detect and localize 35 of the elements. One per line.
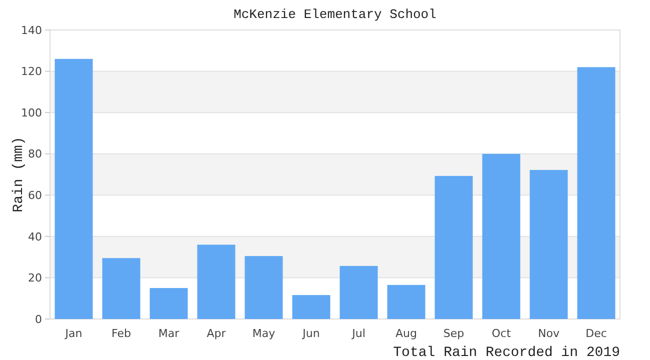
x-tick-label: Apr	[206, 327, 226, 340]
x-tick-label: Oct	[492, 327, 512, 340]
x-tick-label: Feb	[112, 327, 131, 340]
y-tick-label: 40	[28, 230, 42, 244]
bar	[244, 256, 283, 319]
bar	[292, 295, 330, 319]
x-tick-label: May	[252, 327, 276, 340]
bar	[387, 284, 426, 319]
x-tick-label: Dec	[586, 327, 607, 340]
bar	[150, 288, 188, 319]
y-tick-label: 60	[28, 188, 42, 202]
x-tick-label: Aug	[396, 327, 417, 340]
y-tick-label: 120	[21, 65, 42, 78]
chart-title: McKenzie Elementary School	[234, 7, 437, 22]
bar	[54, 58, 93, 319]
x-tick-label: Sep	[443, 327, 464, 340]
x-tick-label: Jan	[64, 327, 82, 340]
y-tick-label: 140	[21, 24, 42, 37]
bar	[530, 170, 568, 319]
y-tick-label: 0	[35, 312, 42, 326]
x-tick-label: Jul	[351, 327, 366, 340]
bar	[102, 258, 140, 319]
bar	[434, 176, 473, 319]
x-tick-label: Jun	[302, 327, 320, 340]
bar	[197, 244, 236, 319]
bar	[340, 266, 378, 319]
y-axis-title: Rain (mm)	[11, 136, 27, 212]
bar	[577, 67, 616, 319]
bar	[482, 154, 520, 319]
text: Total Rain Recorded in 2019	[393, 345, 620, 360]
y-tick-label: 100	[21, 106, 42, 120]
y-tick-label: 20	[28, 272, 42, 285]
x-tick-label: Nov	[538, 327, 560, 340]
x-tick-label: Mar	[158, 327, 180, 340]
y-tick-label: 80	[28, 148, 42, 161]
